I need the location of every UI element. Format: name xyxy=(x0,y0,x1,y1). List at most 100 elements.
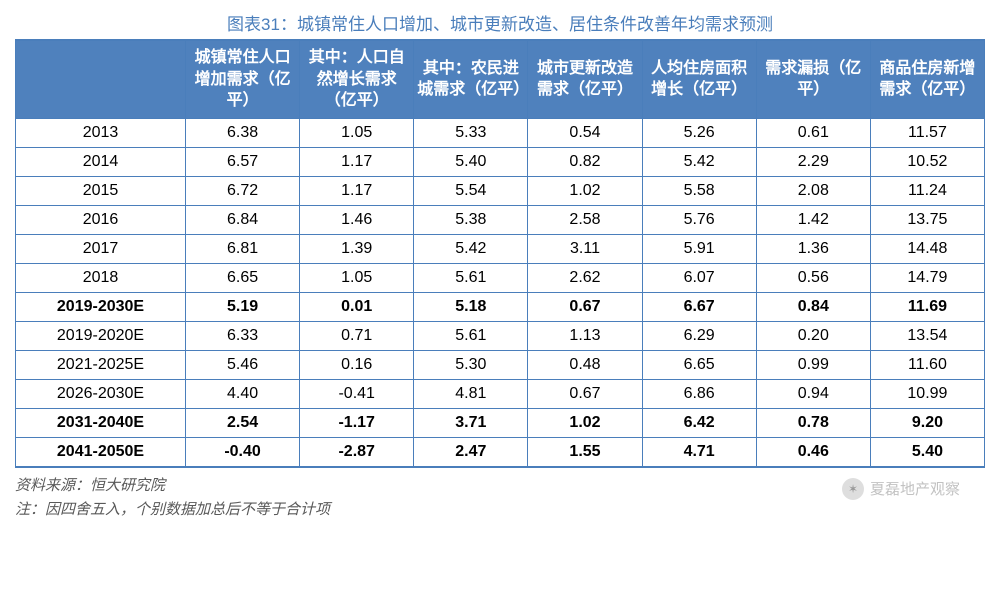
value-cell: 11.57 xyxy=(870,118,984,147)
value-cell: 5.76 xyxy=(642,205,756,234)
value-cell: 11.69 xyxy=(870,292,984,321)
table-title: 图表31：城镇常住人口增加、城市更新改造、居住条件改善年均需求预测 xyxy=(15,10,985,35)
value-cell: 4.40 xyxy=(186,379,300,408)
table-row: 2026-2030E4.40-0.414.810.676.860.9410.99 xyxy=(16,379,985,408)
table-row: 2019-2030E5.190.015.180.676.670.8411.69 xyxy=(16,292,985,321)
value-cell: 2.08 xyxy=(756,176,870,205)
value-cell: 1.17 xyxy=(300,147,414,176)
value-cell: 1.42 xyxy=(756,205,870,234)
value-cell: 6.65 xyxy=(642,350,756,379)
watermark: ✶ 夏磊地产观察 xyxy=(842,478,960,500)
value-cell: 5.42 xyxy=(414,234,528,263)
value-cell: 6.67 xyxy=(642,292,756,321)
value-cell: 1.36 xyxy=(756,234,870,263)
col-header-0 xyxy=(16,40,186,118)
table-row: 20136.381.055.330.545.260.6111.57 xyxy=(16,118,985,147)
value-cell: 1.05 xyxy=(300,118,414,147)
year-cell: 2016 xyxy=(16,205,186,234)
value-cell: 6.57 xyxy=(186,147,300,176)
value-cell: 5.18 xyxy=(414,292,528,321)
table-row: 2041-2050E-0.40-2.872.471.554.710.465.40 xyxy=(16,437,985,467)
value-cell: -2.87 xyxy=(300,437,414,467)
year-cell: 2026-2030E xyxy=(16,379,186,408)
table-row: 2021-2025E5.460.165.300.486.650.9911.60 xyxy=(16,350,985,379)
value-cell: 0.46 xyxy=(756,437,870,467)
table-body: 20136.381.055.330.545.260.6111.5720146.5… xyxy=(16,118,985,467)
value-cell: 9.20 xyxy=(870,408,984,437)
value-cell: 5.26 xyxy=(642,118,756,147)
col-header-6: 需求漏损（亿平） xyxy=(756,40,870,118)
value-cell: 5.61 xyxy=(414,321,528,350)
source-line: 资料来源：恒大研究院 xyxy=(15,474,985,498)
col-header-3: 其中：农民进城需求（亿平） xyxy=(414,40,528,118)
value-cell: 5.61 xyxy=(414,263,528,292)
value-cell: 11.60 xyxy=(870,350,984,379)
value-cell: -0.41 xyxy=(300,379,414,408)
value-cell: 5.42 xyxy=(642,147,756,176)
value-cell: 4.81 xyxy=(414,379,528,408)
value-cell: 5.46 xyxy=(186,350,300,379)
year-cell: 2017 xyxy=(16,234,186,263)
value-cell: 0.56 xyxy=(756,263,870,292)
value-cell: 13.75 xyxy=(870,205,984,234)
table-row: 20176.811.395.423.115.911.3614.48 xyxy=(16,234,985,263)
wechat-icon: ✶ xyxy=(842,478,864,500)
value-cell: 2.47 xyxy=(414,437,528,467)
year-cell: 2031-2040E xyxy=(16,408,186,437)
value-cell: 6.81 xyxy=(186,234,300,263)
value-cell: 5.58 xyxy=(642,176,756,205)
value-cell: 10.52 xyxy=(870,147,984,176)
value-cell: 0.99 xyxy=(756,350,870,379)
value-cell: 3.71 xyxy=(414,408,528,437)
value-cell: 6.86 xyxy=(642,379,756,408)
year-cell: 2013 xyxy=(16,118,186,147)
value-cell: 6.29 xyxy=(642,321,756,350)
value-cell: 0.94 xyxy=(756,379,870,408)
table-row: 2031-2040E2.54-1.173.711.026.420.789.20 xyxy=(16,408,985,437)
value-cell: 2.54 xyxy=(186,408,300,437)
value-cell: 1.39 xyxy=(300,234,414,263)
value-cell: 13.54 xyxy=(870,321,984,350)
value-cell: 4.71 xyxy=(642,437,756,467)
value-cell: -1.17 xyxy=(300,408,414,437)
value-cell: 1.05 xyxy=(300,263,414,292)
table-row: 20146.571.175.400.825.422.2910.52 xyxy=(16,147,985,176)
col-header-1: 城镇常住人口增加需求（亿平） xyxy=(186,40,300,118)
value-cell: 6.72 xyxy=(186,176,300,205)
value-cell: 6.65 xyxy=(186,263,300,292)
value-cell: 5.40 xyxy=(870,437,984,467)
col-header-2: 其中：人口自然增长需求（亿平） xyxy=(300,40,414,118)
value-cell: 10.99 xyxy=(870,379,984,408)
value-cell: 1.02 xyxy=(528,408,642,437)
value-cell: 0.67 xyxy=(528,292,642,321)
value-cell: 0.82 xyxy=(528,147,642,176)
value-cell: 2.58 xyxy=(528,205,642,234)
value-cell: 5.30 xyxy=(414,350,528,379)
year-cell: 2041-2050E xyxy=(16,437,186,467)
value-cell: 0.48 xyxy=(528,350,642,379)
year-cell: 2021-2025E xyxy=(16,350,186,379)
value-cell: 2.62 xyxy=(528,263,642,292)
col-header-4: 城市更新改造需求（亿平） xyxy=(528,40,642,118)
value-cell: 0.01 xyxy=(300,292,414,321)
value-cell: 0.20 xyxy=(756,321,870,350)
table-row: 20166.841.465.382.585.761.4213.75 xyxy=(16,205,985,234)
value-cell: 1.46 xyxy=(300,205,414,234)
value-cell: 11.24 xyxy=(870,176,984,205)
footer-notes: 资料来源：恒大研究院 注：因四舍五入，个别数据加总后不等于合计项 xyxy=(15,474,985,522)
year-cell: 2019-2030E xyxy=(16,292,186,321)
table-row: 2019-2020E6.330.715.611.136.290.2013.54 xyxy=(16,321,985,350)
value-cell: 5.54 xyxy=(414,176,528,205)
year-cell: 2014 xyxy=(16,147,186,176)
table-row: 20156.721.175.541.025.582.0811.24 xyxy=(16,176,985,205)
value-cell: 0.84 xyxy=(756,292,870,321)
value-cell: 1.55 xyxy=(528,437,642,467)
value-cell: 6.33 xyxy=(186,321,300,350)
note-line: 注：因四舍五入，个别数据加总后不等于合计项 xyxy=(15,498,985,522)
table-row: 20186.651.055.612.626.070.5614.79 xyxy=(16,263,985,292)
year-cell: 2019-2020E xyxy=(16,321,186,350)
value-cell: 1.17 xyxy=(300,176,414,205)
value-cell: 0.54 xyxy=(528,118,642,147)
value-cell: 2.29 xyxy=(756,147,870,176)
value-cell: 5.40 xyxy=(414,147,528,176)
